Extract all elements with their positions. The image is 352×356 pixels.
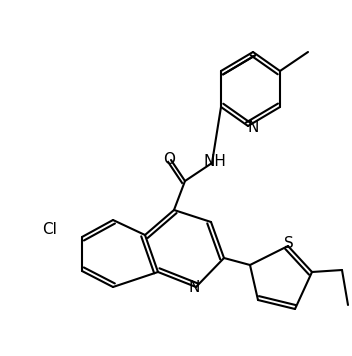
Text: O: O <box>163 152 175 167</box>
Text: Cl: Cl <box>43 222 57 237</box>
Text: S: S <box>284 236 294 251</box>
Text: N: N <box>188 281 200 295</box>
Text: NH: NH <box>203 155 226 169</box>
Text: N: N <box>247 120 259 135</box>
